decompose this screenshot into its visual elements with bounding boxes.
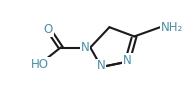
Text: N: N [96, 59, 105, 72]
Text: NH₂: NH₂ [161, 21, 183, 34]
Text: O: O [44, 23, 53, 36]
Text: N: N [81, 41, 89, 54]
Text: N: N [123, 54, 132, 67]
Text: HO: HO [31, 58, 49, 71]
